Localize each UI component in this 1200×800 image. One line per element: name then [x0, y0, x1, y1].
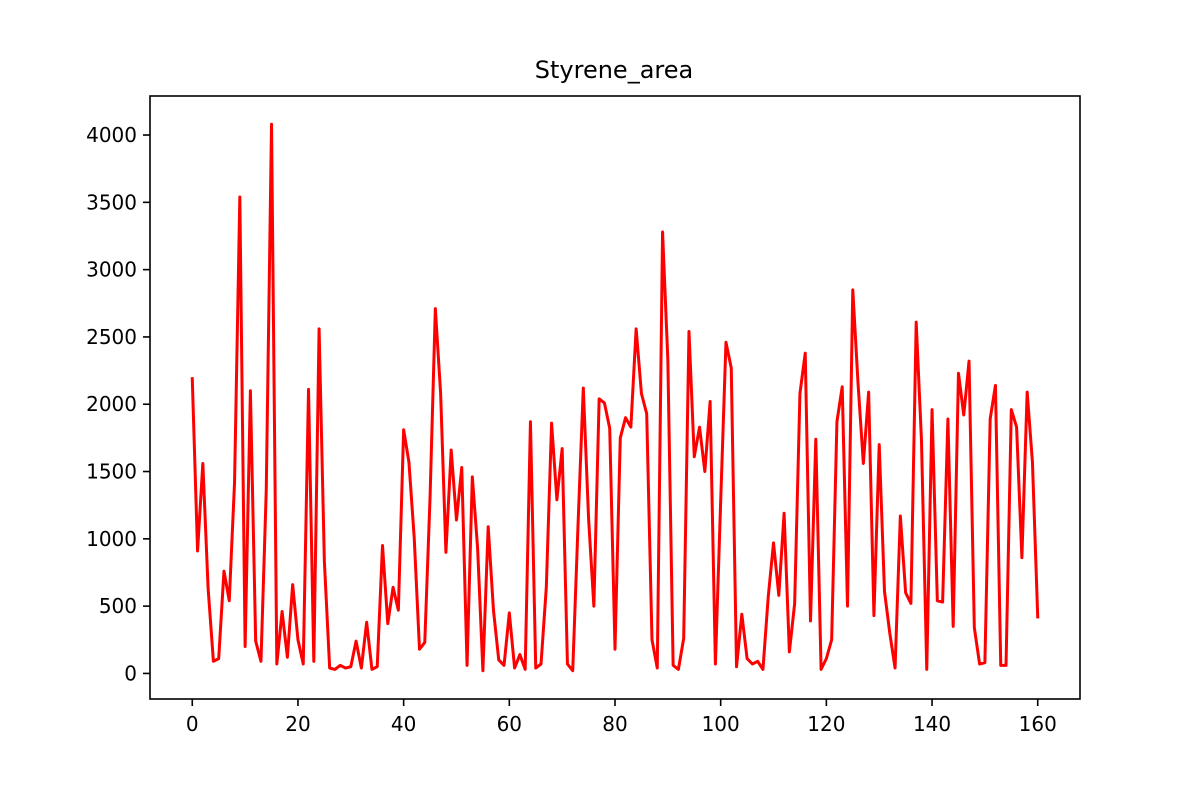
y-tick-label: 3500: [86, 190, 137, 214]
x-tick-label: 140: [913, 712, 951, 736]
y-tick-label: 2500: [86, 325, 137, 349]
x-tick-label: 20: [285, 712, 310, 736]
series-layer: [190, 122, 1040, 673]
x-tick-label: 160: [1019, 712, 1057, 736]
x-tick-label: 80: [602, 712, 627, 736]
chart-title: Styrene_area: [535, 56, 693, 84]
y-axis: 0 500 1000 1500 2000 2500 3000 3500 4000: [86, 123, 150, 685]
y-tick-label: 1500: [86, 460, 137, 484]
plot-frame: [149, 95, 1081, 700]
series-line: [190, 122, 1040, 673]
y-tick-label: 2000: [86, 392, 137, 416]
x-tick-label: 120: [807, 712, 845, 736]
x-axis: 0 20 40 60 80 100 120 140 160: [186, 699, 1057, 736]
x-tick-label: 60: [497, 712, 522, 736]
y-tick-label: 4000: [86, 123, 137, 147]
x-tick-label: 40: [391, 712, 416, 736]
y-tick-label: 3000: [86, 258, 137, 282]
x-tick-label: 0: [186, 712, 199, 736]
y-tick-label: 500: [99, 594, 137, 618]
y-tick-label: 0: [124, 661, 137, 685]
y-tick-label: 1000: [86, 527, 137, 551]
x-tick-label: 100: [702, 712, 740, 736]
